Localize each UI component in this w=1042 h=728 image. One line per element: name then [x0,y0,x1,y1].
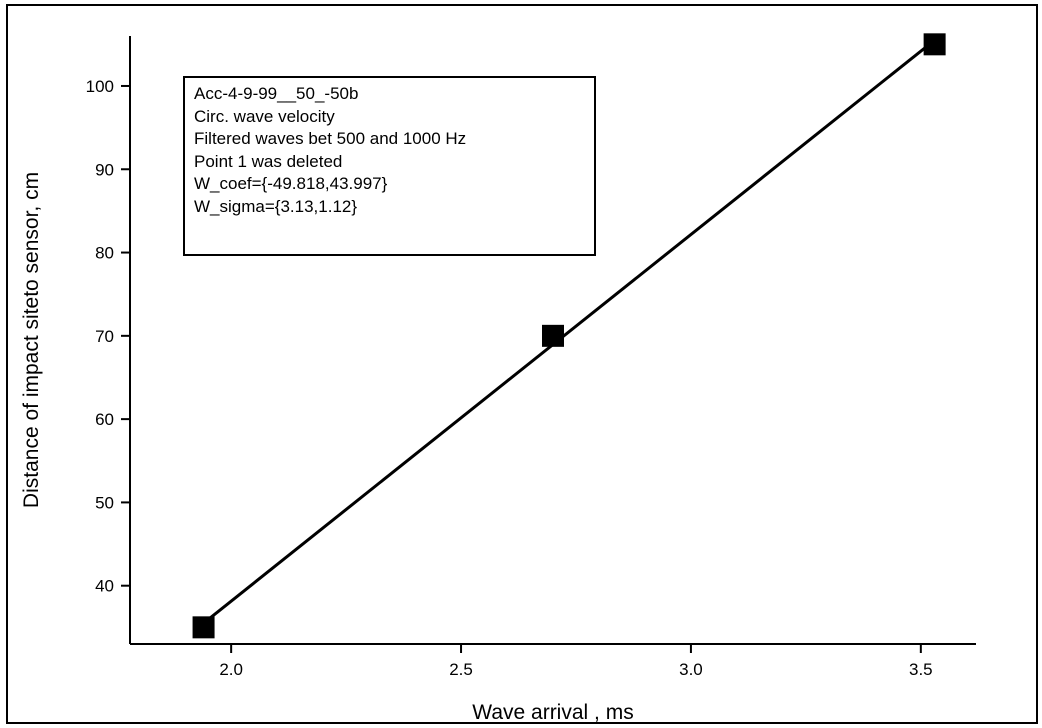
chart-canvas: 2.0 2.5 3.0 3.5 40 50 60 70 80 90 100 Wave arriva… [20,33,976,722]
x-axis-ticks: 2.0 2.5 3.0 3.5 [219,644,933,679]
data-point-marker [192,616,215,639]
y-tick-label: 50 [95,493,114,512]
x-tick-label: 2.5 [449,660,473,679]
fit-line [202,38,936,625]
y-tick-label: 80 [95,244,114,263]
y-tick-label: 70 [95,327,114,346]
annotation-line-1: Acc-4-9-99__50_-50b [194,84,359,103]
x-axis-title: Wave arrival , ms [472,701,633,722]
fit-line-group [202,38,936,625]
x-tick-label: 2.0 [219,660,243,679]
annotation-line-6: W_sigma={3.13,1.12} [194,196,358,216]
y-axis-ticks: 40 50 60 70 80 90 100 [86,77,130,596]
axes [129,36,976,645]
annotation-line-4: Point 1 was deleted [194,151,343,171]
y-tick-label: 100 [86,77,114,96]
y-tick-label: 40 [95,577,114,596]
chart-frame: 2.0 2.5 3.0 3.5 40 50 60 70 80 90 100 Wave arriva… [6,4,1038,724]
data-point-marker [542,324,564,347]
annotation-box: Acc-4-9-99__50_-50b Circ. wave velocity … [183,76,596,256]
x-tick-label: 3.5 [909,660,933,679]
annotation-line-2: Circ. wave velocity [194,106,335,126]
data-point-marker [923,33,946,56]
x-tick-label: 3.0 [679,660,703,679]
annotation-line-5: W_coef={-49.818,43.997} [194,174,388,193]
annotation-line-3: Filtered waves bet 500 and 1000 Hz [194,129,467,148]
y-axis-title: Distance of impact siteto sensor, cm [20,172,43,508]
y-tick-label: 60 [95,410,114,429]
data-points [192,33,946,639]
y-tick-label: 90 [95,160,114,179]
